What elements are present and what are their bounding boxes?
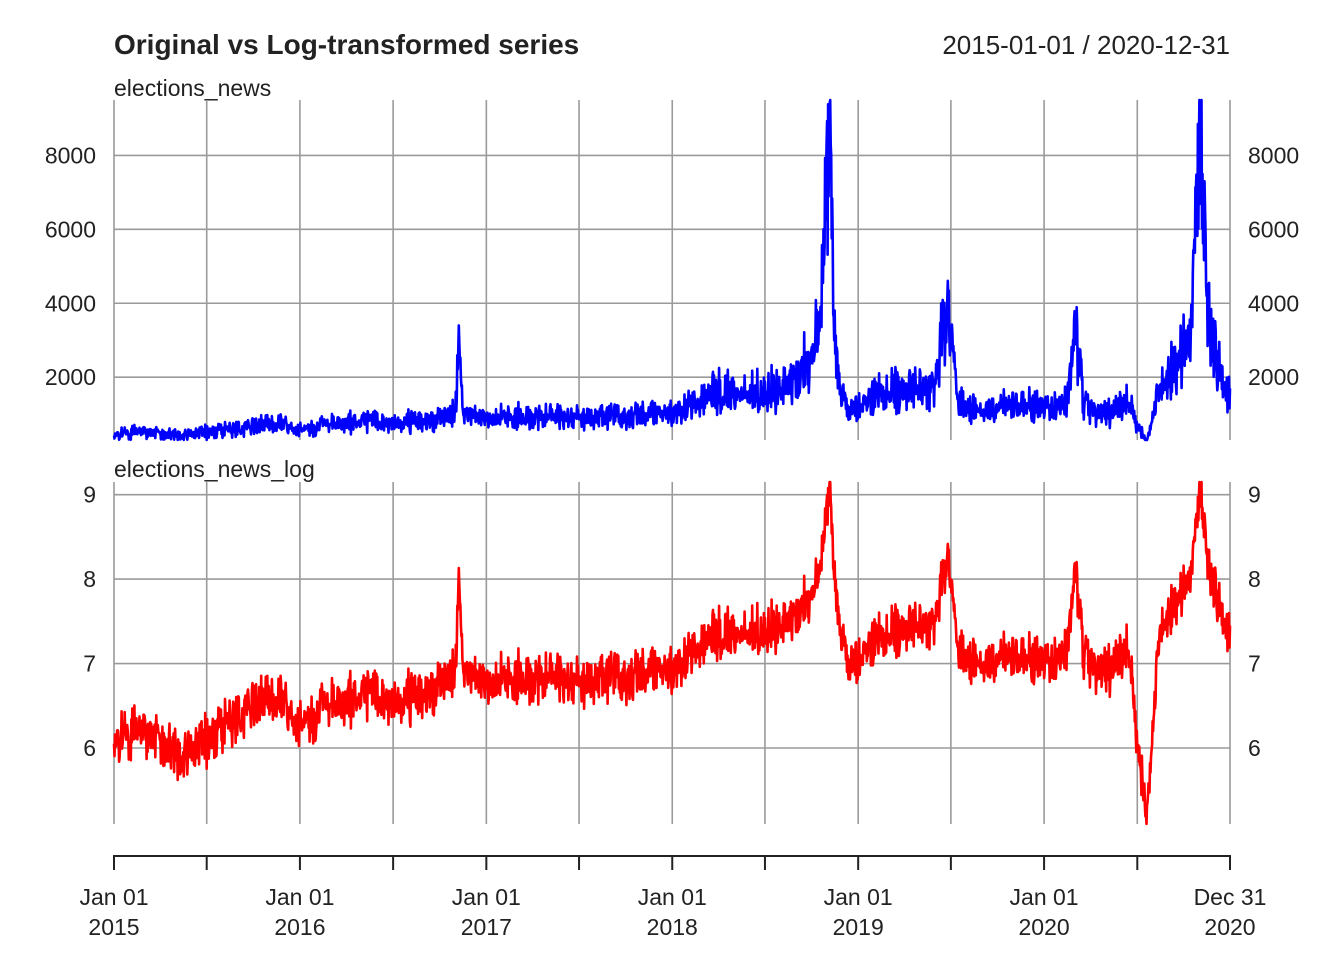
- bottom-y-tick-label: 7: [83, 651, 96, 677]
- x-tick-label-year: 2020: [1018, 914, 1069, 940]
- series-line-elections_news_log: [112, 480, 1232, 826]
- top-y-tick-label: 8000: [1248, 142, 1299, 168]
- x-tick-label-year: 2020: [1204, 914, 1255, 940]
- chart-title: Original vs Log-transformed series: [114, 29, 579, 60]
- x-tick-label-year: 2017: [461, 914, 512, 940]
- top-y-tick-label: 6000: [1248, 216, 1299, 242]
- top-panel-series: [112, 98, 1232, 442]
- date-range: 2015-01-01 / 2020-12-31: [942, 30, 1230, 60]
- bottom-panel-series: [112, 480, 1232, 826]
- x-tick-label-date: Dec 31: [1194, 884, 1267, 910]
- bottom-y-tick-label: 8: [1248, 566, 1261, 592]
- bottom-y-tick-label: 6: [83, 735, 96, 761]
- x-tick-label-date: Jan 01: [638, 884, 707, 910]
- top-y-tick-label: 6000: [45, 216, 96, 242]
- panel-label-top: elections_news: [114, 75, 271, 101]
- x-tick-label-date: Jan 01: [79, 884, 148, 910]
- x-tick-label-date: Jan 01: [452, 884, 521, 910]
- top-y-tick-label: 4000: [1248, 290, 1299, 316]
- top-y-tick-label: 2000: [45, 364, 96, 390]
- top-panel-grid: [113, 100, 1231, 440]
- panel-label-bottom: elections_news_log: [114, 456, 315, 482]
- bottom-y-tick-label: 8: [83, 566, 96, 592]
- x-tick-label-date: Jan 01: [1010, 884, 1079, 910]
- bottom-y-tick-label: 7: [1248, 651, 1261, 677]
- x-tick-label-year: 2019: [833, 914, 884, 940]
- x-tick-label-year: 2016: [274, 914, 325, 940]
- top-panel-y-ticks: 2000 2000 4000 4000 6000 6000 8000 8000: [45, 142, 1299, 390]
- bottom-y-tick-label: 6: [1248, 735, 1261, 761]
- top-y-tick-label: 8000: [45, 142, 96, 168]
- x-axis: Jan 01 2015 Jan 01 2016 Jan 01 2017 Jan 01 2018…: [79, 855, 1266, 940]
- x-tick-label-year: 2015: [88, 914, 139, 940]
- series-line-elections_news: [112, 98, 1232, 442]
- x-tick-label-year: 2018: [647, 914, 698, 940]
- top-y-tick-label: 2000: [1248, 364, 1299, 390]
- bottom-y-tick-label: 9: [83, 482, 96, 508]
- bottom-panel-y-ticks: 6 6 7 7 8 8 9 9: [83, 482, 1261, 761]
- bottom-y-tick-label: 9: [1248, 482, 1261, 508]
- top-y-tick-label: 4000: [45, 290, 96, 316]
- x-tick-label-date: Jan 01: [824, 884, 893, 910]
- x-tick-label-date: Jan 01: [265, 884, 334, 910]
